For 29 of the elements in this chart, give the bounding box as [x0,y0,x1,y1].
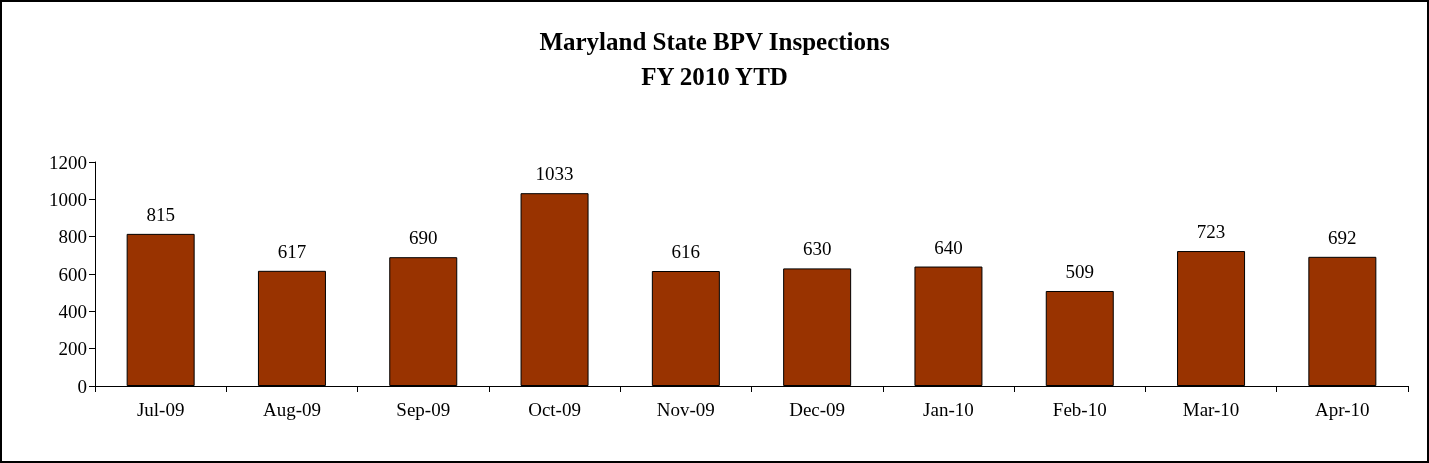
x-tick-label: Nov-09 [656,399,715,420]
x-tick-label: Sep-09 [396,399,451,420]
y-tick-label: 1000 [49,188,87,210]
x-tick-label: Jul-09 [136,399,185,420]
y-tick-label: 200 [58,338,87,360]
x-tick-label: Mar-10 [1182,399,1240,420]
x-tick-label: Oct-09 [528,399,581,420]
x-tick-label: Jan-10 [923,399,974,420]
chart-title: Maryland State BPV Inspections [539,28,890,55]
data-label: 617 [277,240,307,262]
x-tick-label: Aug-09 [262,399,321,420]
data-label: 640 [934,236,963,258]
y-tick-label: 800 [58,226,87,248]
y-tick-label: 1200 [49,151,87,173]
data-label: 690 [409,227,438,249]
x-tick-label: Dec-09 [789,399,846,420]
x-tick-label: Feb-10 [1052,399,1107,420]
y-tick-label: 600 [58,263,87,285]
x-tick-label: Apr-10 [1315,399,1370,420]
data-label: 1033 [535,163,574,185]
data-label: 630 [802,238,832,260]
chart-subtitle: FY 2010 YTD [641,63,788,90]
data-label: 616 [671,241,701,263]
y-tick-label: 0 [77,375,87,397]
data-label: 815 [146,203,175,225]
data-label: 692 [1328,226,1357,248]
data-label: 509 [1065,260,1094,282]
y-tick-label: 400 [58,300,87,322]
data-label: 723 [1196,221,1226,243]
